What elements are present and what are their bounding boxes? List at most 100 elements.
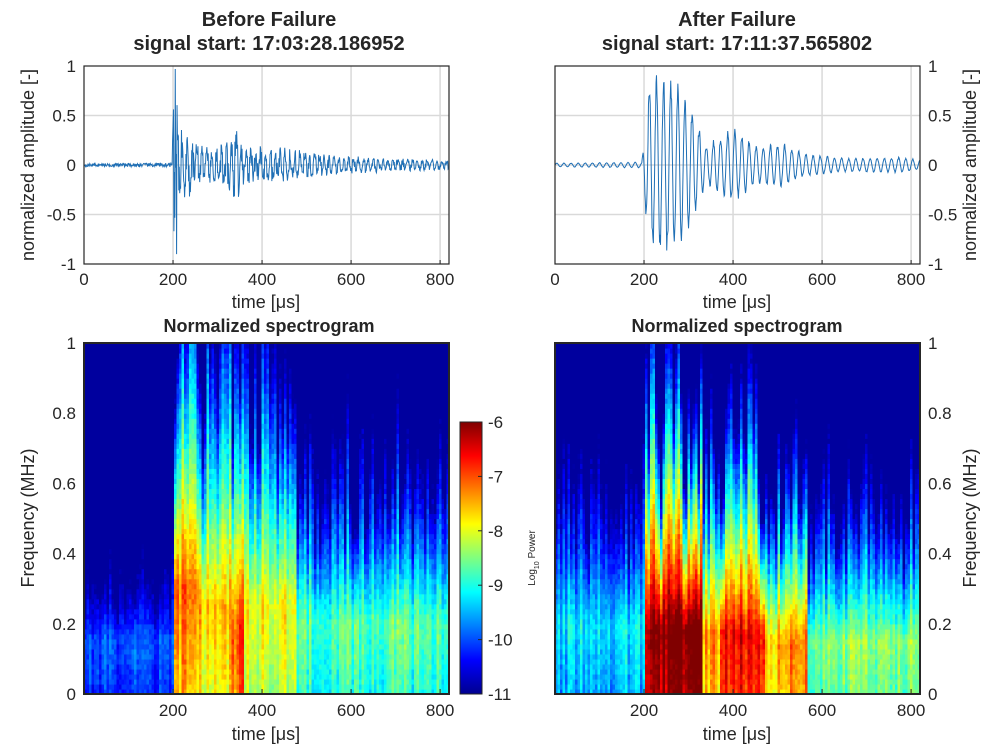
- spectrogram-cell: [126, 353, 130, 359]
- spectrogram-cell: [116, 653, 120, 660]
- spectrogram-cell: [89, 518, 93, 525]
- spectrogram-cell: [114, 543, 118, 550]
- spectrogram-cell: [121, 603, 125, 610]
- spectrogram-cell: [134, 613, 138, 620]
- spectrogram-cell: [106, 603, 110, 610]
- spectrogram-cell: [114, 458, 118, 464]
- spectrogram-cell: [136, 348, 140, 354]
- spectrogram-cell: [119, 468, 123, 474]
- spectrogram-cell: [136, 368, 140, 374]
- spectrogram-cell: [139, 383, 143, 389]
- spectrogram-cell: [109, 593, 113, 600]
- spectrogram-cell: [91, 543, 95, 550]
- spectrogram-cell: [101, 638, 105, 645]
- spectrogram-cell: [96, 428, 100, 434]
- spectrogram-cell: [134, 378, 138, 384]
- spectrogram-cell: [99, 438, 103, 444]
- spectrogram-cell: [86, 618, 90, 625]
- spectrogram-cell: [146, 583, 150, 590]
- spectrogram-cell: [101, 503, 105, 510]
- spectrogram-cell: [119, 403, 123, 409]
- spectrogram-cell: [136, 473, 140, 479]
- spectrogram-cell: [134, 433, 138, 439]
- spectrogram-cell: [89, 488, 93, 495]
- spectrogram-cell: [114, 488, 118, 495]
- spectrogram-cell: [116, 403, 120, 409]
- spectrogram-cell: [141, 473, 145, 479]
- spectrogram-cell: [121, 483, 125, 490]
- spectrogram-cell: [99, 418, 103, 424]
- spectrogram-cell: [134, 663, 138, 670]
- spectrogram-cell: [139, 403, 143, 409]
- spectrogram-cell: [131, 648, 135, 655]
- spectrogram-cell: [104, 668, 108, 675]
- spectrogram-cell: [114, 433, 118, 439]
- spectrogram-cell: [91, 623, 95, 630]
- spectrogram-cell: [146, 548, 150, 555]
- spectrogram-cell: [124, 518, 128, 525]
- spectrogram-cell: [114, 413, 118, 419]
- spectrogram-cell: [111, 548, 115, 555]
- spectrogram-cell: [104, 483, 108, 490]
- spectrogram-cell: [99, 388, 103, 394]
- spectrogram-cell: [124, 613, 128, 620]
- spectrogram-cell: [141, 543, 145, 550]
- spectrogram-cell: [121, 508, 125, 515]
- spectrogram-cell: [124, 603, 128, 610]
- spectrogram-cell: [86, 413, 90, 419]
- spectrogram-cell: [131, 513, 135, 520]
- spectrogram-cell: [124, 648, 128, 655]
- spectrogram-cell: [116, 483, 120, 490]
- spectrogram-cell: [101, 408, 105, 414]
- spectrogram-cell: [134, 483, 138, 490]
- spectrogram-cell: [126, 588, 130, 595]
- spectrogram-cell: [101, 653, 105, 660]
- spectrogram-cell: [141, 633, 145, 640]
- spectrogram-cell: [96, 483, 100, 490]
- spectrogram-cell: [101, 583, 105, 590]
- spectrogram-cell: [84, 458, 88, 464]
- spectrogram-cell: [91, 373, 95, 379]
- spectrogram-cell: [131, 508, 135, 515]
- spectrogram-cell: [121, 688, 125, 695]
- spectrogram-cell: [141, 463, 145, 469]
- spectrogram-cell: [104, 403, 108, 409]
- spectrogram-cell: [91, 433, 95, 439]
- spectrogram-cell: [136, 358, 140, 364]
- spectrogram-cell: [96, 618, 100, 625]
- spectrogram-cell: [126, 358, 130, 364]
- spectrogram-cell: [126, 343, 130, 349]
- spectrogram-cell: [141, 548, 145, 555]
- spectrogram-cell: [119, 608, 123, 615]
- spectrogram-cell: [99, 583, 103, 590]
- spectrogram-cell: [101, 628, 105, 635]
- spectrogram-cell: [116, 433, 120, 439]
- spectrogram-cell: [141, 483, 145, 490]
- spectrogram-cell: [86, 688, 90, 695]
- spectrogram-cell: [84, 433, 88, 439]
- spectrogram-cell: [106, 653, 110, 660]
- spectrogram-cell: [89, 393, 93, 399]
- spectrogram-cell: [89, 368, 93, 374]
- spectrogram-cell: [144, 598, 148, 605]
- spectrogram-cell: [104, 343, 108, 349]
- spectrogram-cell: [141, 648, 145, 655]
- spectrogram-cell: [126, 663, 130, 670]
- spectrogram-cell: [136, 503, 140, 510]
- spectrogram-cell: [86, 523, 90, 530]
- panel-before-failure-spectrogram: Normalized spectrogram 200 400 600 800 00.2…: [18, 316, 454, 744]
- spectrogram-cell: [101, 558, 105, 565]
- spectrogram-cell: [144, 663, 148, 670]
- spectrogram-cell: [89, 398, 93, 404]
- spectrogram-cell: [104, 593, 108, 600]
- spectrogram-cell: [129, 378, 133, 384]
- spectrogram-cell: [136, 433, 140, 439]
- spectrogram-cell: [139, 478, 143, 484]
- spectrogram-cell: [99, 453, 103, 459]
- spectrogram-cell: [96, 503, 100, 510]
- spectrogram-cell: [84, 463, 88, 469]
- axes-box: [83, 65, 450, 265]
- spectrogram-cell: [139, 553, 143, 560]
- spectrogram-cell: [96, 653, 100, 660]
- spectrogram-cell: [99, 353, 103, 359]
